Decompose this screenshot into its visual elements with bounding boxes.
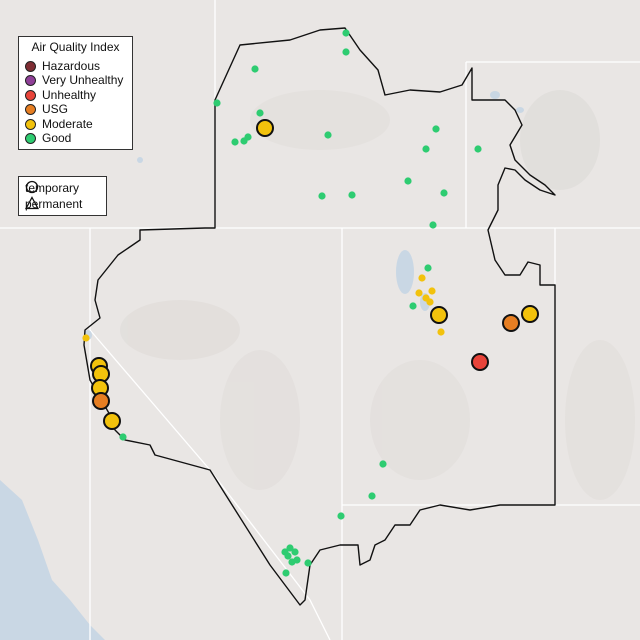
good-swatch — [25, 132, 36, 144]
permanent-monitor-marker[interactable] — [304, 559, 312, 567]
legend-item-permanent: permanent — [25, 196, 82, 212]
aqi-legend: Air Quality Index Hazardous Very Unhealt… — [18, 36, 133, 150]
legend-title: Air Quality Index — [31, 40, 120, 54]
permanent-monitor-marker[interactable] — [440, 189, 448, 197]
permanent-monitor-marker[interactable] — [428, 287, 436, 295]
legend-item-usg: USG — [25, 102, 68, 116]
unhealthy-swatch — [25, 89, 36, 101]
legend-item-hazardous: Hazardous — [25, 59, 100, 73]
permanent-monitor-marker[interactable] — [282, 569, 290, 577]
temporary-monitor-marker[interactable] — [103, 412, 121, 430]
legend-item-very-unhealthy: Very Unhealthy — [25, 73, 123, 87]
permanent-monitor-marker[interactable] — [324, 131, 332, 139]
permanent-monitor-marker[interactable] — [240, 137, 248, 145]
monitor-type-legend: temporary permanent — [18, 176, 107, 216]
hazardous-swatch — [25, 60, 36, 72]
temporary-monitor-marker[interactable] — [256, 119, 274, 137]
permanent-monitor-marker[interactable] — [231, 138, 239, 146]
legend-label: USG — [42, 102, 69, 116]
temporary-monitor-marker[interactable] — [471, 353, 489, 371]
legend-label: temporary — [25, 181, 80, 195]
permanent-monitor-marker[interactable] — [404, 177, 412, 185]
legend-item-good: Good — [25, 131, 71, 145]
permanent-monitor-marker[interactable] — [379, 460, 387, 468]
permanent-monitor-marker[interactable] — [474, 145, 482, 153]
moderate-swatch — [25, 118, 36, 130]
permanent-monitor-marker[interactable] — [418, 274, 426, 282]
permanent-monitor-marker[interactable] — [318, 192, 326, 200]
circle-icon — [25, 180, 39, 194]
very-unhealthy-swatch — [25, 74, 36, 86]
ocean — [0, 480, 105, 640]
legend-label: Very Unhealthy — [42, 73, 124, 87]
temporary-monitor-marker[interactable] — [92, 392, 110, 410]
permanent-monitor-marker[interactable] — [426, 298, 434, 306]
legend-item-unhealthy: Unhealthy — [25, 88, 96, 102]
permanent-monitor-marker[interactable] — [213, 99, 221, 107]
temporary-monitor-marker[interactable] — [430, 306, 448, 324]
permanent-monitor-marker[interactable] — [422, 145, 430, 153]
permanent-monitor-marker[interactable] — [368, 492, 376, 500]
permanent-monitor-marker[interactable] — [348, 191, 356, 199]
terrain-shading — [120, 90, 635, 500]
permanent-monitor-marker[interactable] — [286, 544, 294, 552]
permanent-monitor-marker[interactable] — [82, 334, 90, 342]
permanent-monitor-marker[interactable] — [288, 558, 296, 566]
permanent-monitor-marker[interactable] — [256, 109, 264, 117]
permanent-monitor-marker[interactable] — [424, 264, 432, 272]
permanent-monitor-marker[interactable] — [251, 65, 259, 73]
usg-swatch — [25, 103, 36, 115]
temporary-monitor-marker[interactable] — [502, 314, 520, 332]
legend-label: Good — [42, 131, 72, 145]
legend-label: permanent — [25, 197, 83, 211]
lakes — [84, 91, 524, 340]
permanent-monitor-marker[interactable] — [415, 289, 423, 297]
permanent-monitor-marker[interactable] — [342, 29, 350, 37]
legend-label: Unhealthy — [42, 88, 97, 102]
permanent-monitor-marker[interactable] — [337, 512, 345, 520]
permanent-monitor-marker[interactable] — [119, 433, 127, 441]
permanent-monitor-marker[interactable] — [409, 302, 417, 310]
permanent-monitor-marker[interactable] — [342, 48, 350, 56]
permanent-monitor-marker[interactable] — [429, 221, 437, 229]
temporary-monitor-marker[interactable] — [521, 305, 539, 323]
permanent-monitor-marker[interactable] — [281, 548, 289, 556]
permanent-monitor-marker[interactable] — [432, 125, 440, 133]
triangle-icon — [25, 196, 39, 210]
legend-label: Hazardous — [42, 59, 101, 73]
legend-item-moderate: Moderate — [25, 117, 93, 131]
legend-item-temporary: temporary — [25, 180, 79, 196]
permanent-monitor-marker[interactable] — [437, 328, 445, 336]
legend-label: Moderate — [42, 117, 93, 131]
permanent-monitor-marker[interactable] — [291, 548, 299, 556]
